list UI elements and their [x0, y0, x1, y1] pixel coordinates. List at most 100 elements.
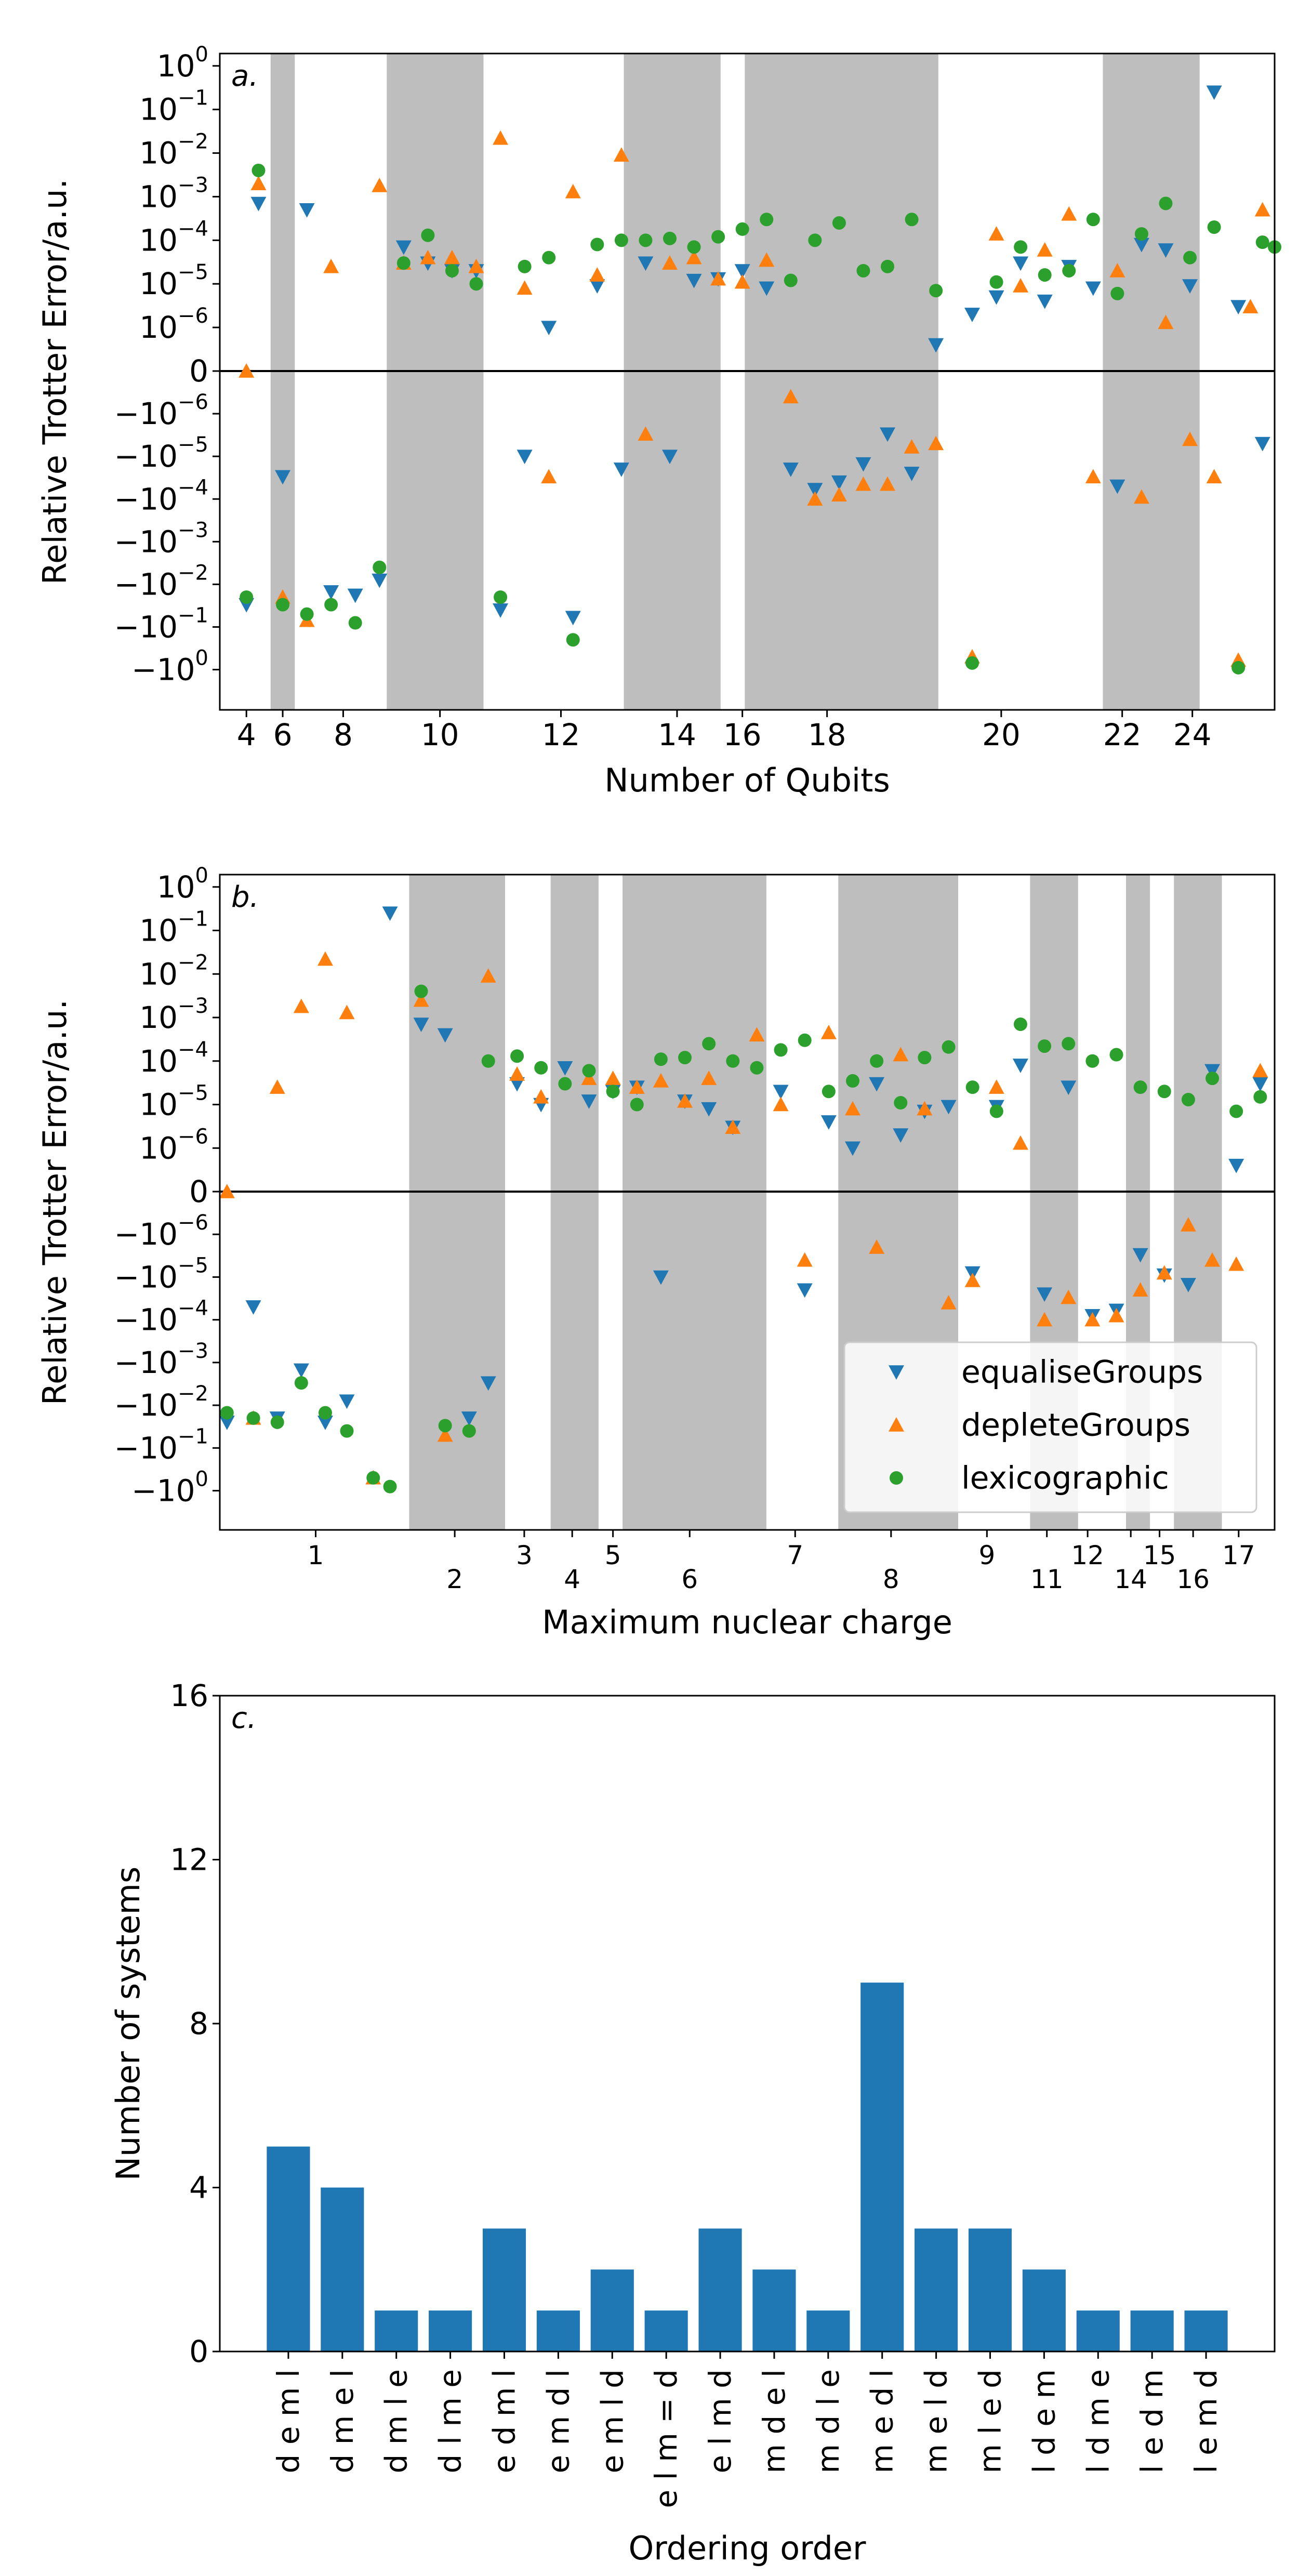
data-point-equaliseGroups	[461, 1411, 477, 1426]
shaded-band	[622, 875, 766, 1530]
data-point-lexicographic	[965, 656, 979, 670]
data-point-equaliseGroups	[565, 611, 581, 626]
data-point-equaliseGroups	[1085, 281, 1101, 296]
data-point-depleteGroups	[565, 183, 581, 199]
data-point-lexicographic	[1062, 1037, 1076, 1051]
bar-dmel	[321, 2187, 364, 2352]
data-point-depleteGroups	[988, 226, 1004, 241]
data-point-equaliseGroups	[845, 1141, 860, 1156]
data-point-depleteGroups	[317, 951, 333, 966]
data-point-depleteGroups	[845, 1101, 860, 1116]
data-point-lexicographic	[510, 1049, 524, 1063]
data-point-equaliseGroups	[323, 585, 339, 600]
data-point-depleteGroups	[516, 280, 533, 295]
data-point-lexicographic	[1062, 263, 1076, 278]
bar-deml	[267, 2146, 310, 2352]
data-point-depleteGroups	[323, 258, 339, 273]
x-axis-label: Ordering order	[628, 2529, 866, 2567]
data-point-depleteGroups	[293, 998, 309, 1013]
y-tick-label: −10−1	[114, 1424, 208, 1465]
data-point-lexicographic	[1231, 660, 1246, 675]
y-tick-label: −10−1	[114, 604, 208, 645]
data-point-lexicographic	[894, 1096, 908, 1110]
data-point-depleteGroups	[653, 1073, 669, 1088]
y-tick-label: −10−2	[114, 1382, 208, 1423]
data-point-lexicographic	[989, 1104, 1003, 1118]
data-point-depleteGroups	[904, 439, 920, 454]
data-point-depleteGroups	[420, 249, 436, 265]
data-point-lexicographic	[905, 213, 919, 227]
data-point-lexicographic	[1086, 213, 1100, 227]
y-axis-label: Relative Trotter Error/a.u.	[36, 999, 74, 1405]
data-point-lexicographic	[1157, 1085, 1171, 1099]
legend-label-equaliseGroups: equaliseGroups	[961, 1354, 1203, 1391]
data-point-depleteGroups	[1084, 1312, 1101, 1327]
data-point-depleteGroups	[589, 267, 605, 282]
data-point-lexicographic	[366, 1471, 380, 1485]
y-tick-label: 0	[189, 1174, 208, 1209]
data-point-equaliseGroups	[293, 1363, 309, 1378]
data-point-lexicographic	[965, 1080, 979, 1094]
data-point-depleteGroups	[917, 1101, 933, 1116]
data-point-lexicographic	[881, 259, 895, 273]
data-point-depleteGroups	[783, 389, 799, 404]
data-point-lexicographic	[276, 598, 290, 612]
data-point-equaliseGroups	[219, 1416, 235, 1430]
data-point-depleteGroups	[269, 1079, 285, 1094]
data-point-equaliseGroups	[493, 603, 509, 618]
data-point-depleteGroups	[1252, 1063, 1268, 1078]
data-point-equaliseGroups	[1133, 237, 1149, 253]
data-point-depleteGroups	[219, 1184, 235, 1198]
data-point-lexicographic	[687, 240, 701, 254]
data-point-lexicographic	[654, 1052, 668, 1066]
x-tick-label: 17	[1222, 1540, 1255, 1570]
data-point-lexicographic	[942, 1040, 956, 1054]
y-tick-label: −10−5	[114, 433, 208, 474]
data-point-lexicographic	[702, 1037, 716, 1051]
legend-item-equaliseGroups: equaliseGroups	[889, 1354, 1203, 1391]
data-point-depleteGroups	[638, 426, 654, 441]
data-point-depleteGroups	[339, 1005, 355, 1020]
x-tick-label: 18	[808, 717, 846, 752]
data-point-equaliseGroups	[701, 1102, 717, 1117]
data-point-equaliseGroups	[299, 203, 315, 218]
data-point-equaliseGroups	[372, 573, 388, 588]
data-point-lexicographic	[414, 984, 428, 998]
x-tick-label: 3	[516, 1540, 533, 1570]
data-point-depleteGroups	[734, 274, 750, 289]
x-tick-label: 14	[658, 717, 696, 752]
data-point-lexicographic	[251, 163, 266, 177]
data-point-equaliseGroups	[662, 450, 678, 465]
legend-label-lexicographic: lexicographic	[961, 1460, 1169, 1497]
x-tick-label: 8	[883, 1564, 899, 1594]
data-point-equaliseGroups	[1061, 1080, 1077, 1095]
bar-elmd	[644, 2310, 688, 2352]
x-tick-label: e m l d	[594, 2369, 630, 2473]
data-point-lexicographic	[606, 1085, 620, 1099]
data-point-lexicographic	[1159, 196, 1173, 210]
x-tick-label: 15	[1143, 1540, 1176, 1570]
data-point-depleteGroups	[941, 1294, 957, 1310]
data-point-lexicographic	[294, 1376, 308, 1390]
data-point-lexicographic	[340, 1424, 354, 1438]
shaded-band	[624, 54, 721, 710]
data-point-lexicographic	[396, 256, 410, 270]
data-point-lexicographic	[760, 213, 774, 227]
data-point-depleteGroups	[725, 1119, 741, 1134]
x-tick-label: e d m l	[487, 2369, 522, 2473]
data-point-depleteGroups	[893, 1047, 909, 1062]
data-point-equaliseGroups	[339, 1394, 355, 1409]
data-point-lexicographic	[750, 1061, 764, 1075]
data-point-depleteGroups	[605, 1071, 621, 1085]
data-point-lexicographic	[518, 259, 532, 273]
data-point-equaliseGroups	[941, 1100, 957, 1115]
shaded-band	[1103, 54, 1200, 710]
y-tick-label: 10−3	[139, 173, 208, 214]
x-tick-label: 12	[1071, 1540, 1104, 1570]
data-point-equaliseGroups	[581, 1094, 597, 1109]
y-tick-label: 8	[189, 2006, 208, 2041]
data-point-depleteGroups	[1037, 242, 1053, 257]
data-point-depleteGroups	[1156, 1265, 1172, 1280]
x-tick-label: m e l d	[919, 2369, 954, 2473]
